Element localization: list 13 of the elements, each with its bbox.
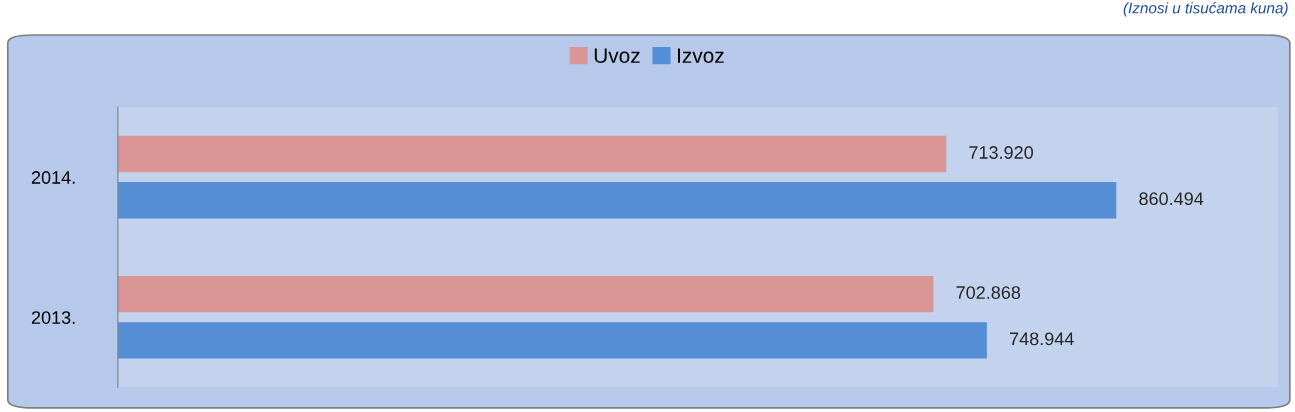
legend-label: Izvoz (678, 48, 724, 63)
y-tick-label: 2014. (31, 171, 75, 184)
data-label: 860.494 (1139, 192, 1204, 206)
bar (117, 182, 1117, 219)
y-tick-label: 2013. (31, 311, 75, 324)
legend-label: Uvoz (594, 48, 640, 63)
text: (Iznosi u tisućama kuna) (1123, 2, 1288, 17)
data-label: 713.920 (969, 146, 1033, 159)
data-label: 748.944 (1010, 332, 1074, 346)
bar (117, 275, 934, 313)
bar (117, 135, 947, 173)
data-label: 702.868 (956, 286, 1021, 299)
bar (117, 322, 987, 359)
